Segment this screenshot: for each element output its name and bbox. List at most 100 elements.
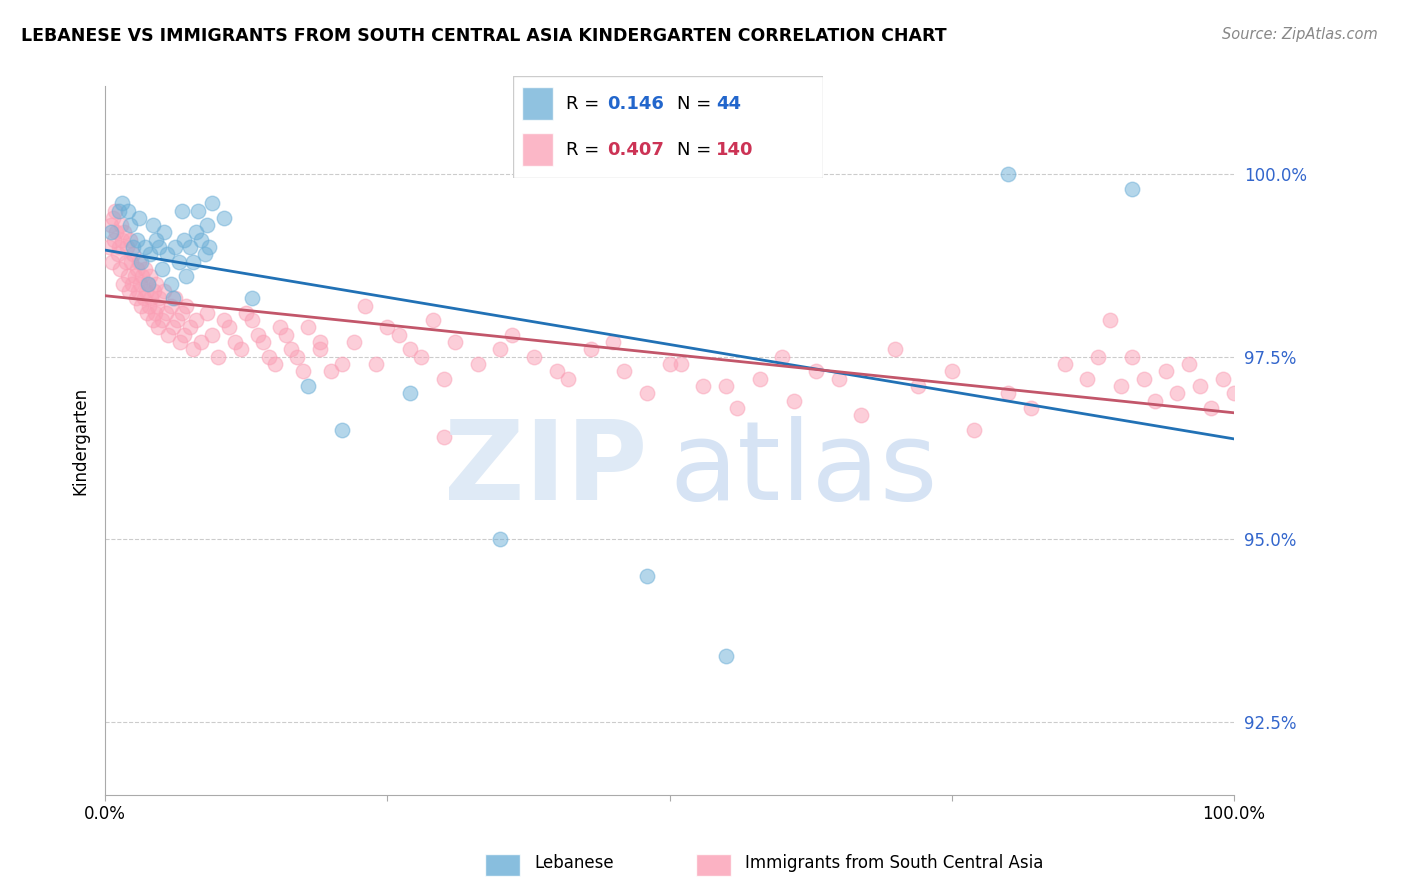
Text: N =: N = [678, 95, 717, 112]
Point [138, 299, 160, 313]
Point [148, 291, 170, 305]
Point [136, 277, 159, 291]
Point [198, 240, 221, 254]
Point [212, 211, 235, 225]
Point [1143, 393, 1166, 408]
Point [319, 364, 342, 378]
Point [122, 247, 145, 261]
Point [134, 262, 156, 277]
Point [131, 254, 153, 268]
Text: Source: ZipAtlas.com: Source: ZipAtlas.com [1222, 27, 1378, 42]
FancyBboxPatch shape [513, 76, 823, 178]
Point [153, 226, 176, 240]
Point [190, 334, 212, 349]
Point [181, 343, 204, 357]
Point [1189, 379, 1212, 393]
Point [128, 254, 150, 268]
Point [150, 262, 173, 277]
Point [658, 357, 681, 371]
Point [207, 350, 229, 364]
Point [963, 423, 986, 437]
Point [120, 254, 142, 268]
Point [1132, 371, 1154, 385]
Point [124, 269, 146, 284]
Point [139, 247, 162, 261]
Point [636, 386, 658, 401]
Point [107, 240, 129, 254]
Point [1177, 357, 1199, 371]
Text: 0.146: 0.146 [607, 95, 665, 112]
Point [118, 284, 141, 298]
Text: 0.407: 0.407 [607, 141, 665, 159]
Point [489, 343, 512, 357]
Point [997, 386, 1019, 401]
Point [117, 203, 139, 218]
Point [105, 226, 128, 240]
Point [156, 247, 179, 261]
Point [118, 218, 141, 232]
Point [184, 313, 207, 327]
Point [274, 327, 297, 342]
Point [399, 386, 422, 401]
Point [308, 343, 330, 357]
Point [636, 569, 658, 583]
Point [770, 350, 793, 364]
Point [195, 306, 218, 320]
Point [263, 357, 285, 371]
Text: atlas: atlas [669, 416, 938, 523]
Point [257, 350, 280, 364]
Point [748, 371, 770, 385]
Point [142, 218, 165, 232]
Point [1087, 350, 1109, 364]
Point [165, 291, 187, 305]
Point [184, 226, 207, 240]
Point [141, 291, 163, 305]
Point [125, 233, 148, 247]
Point [489, 533, 512, 547]
Point [579, 343, 602, 357]
Point [851, 408, 873, 422]
Point [136, 277, 159, 291]
Text: R =: R = [565, 141, 605, 159]
Point [142, 313, 165, 327]
Point [941, 364, 963, 378]
Point [101, 254, 124, 268]
Point [187, 203, 209, 218]
Point [377, 320, 399, 334]
Point [150, 313, 173, 327]
Point [252, 334, 274, 349]
Point [1076, 371, 1098, 385]
Point [433, 371, 456, 385]
Point [170, 306, 193, 320]
Point [1109, 379, 1132, 393]
Point [153, 284, 176, 298]
Point [240, 313, 263, 327]
Point [112, 226, 135, 240]
Point [115, 240, 138, 254]
Point [100, 218, 122, 232]
Point [714, 649, 737, 664]
Point [1121, 181, 1143, 195]
Point [212, 313, 235, 327]
Point [179, 320, 201, 334]
Point [134, 240, 156, 254]
Text: Immigrants from South Central Asia: Immigrants from South Central Asia [745, 855, 1043, 872]
Point [112, 277, 135, 291]
Point [145, 233, 167, 247]
Point [159, 277, 181, 291]
Point [342, 334, 364, 349]
Point [173, 327, 195, 342]
Point [169, 334, 191, 349]
Point [155, 306, 177, 320]
Point [1019, 401, 1042, 415]
Point [136, 306, 159, 320]
Point [162, 320, 184, 334]
Point [399, 343, 422, 357]
Point [145, 277, 167, 291]
Text: ZIP: ZIP [444, 416, 647, 523]
Point [101, 211, 124, 225]
Point [132, 291, 155, 305]
Point [364, 357, 387, 371]
Point [1053, 357, 1076, 371]
Point [1223, 386, 1246, 401]
